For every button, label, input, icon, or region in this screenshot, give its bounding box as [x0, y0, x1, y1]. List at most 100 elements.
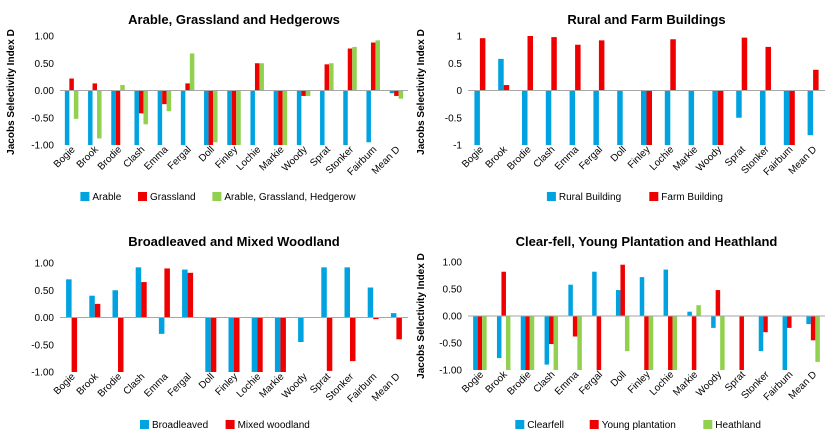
bar-mixed-woodland-lochie [257, 317, 263, 372]
bar-arable-grassland-hedgerow-brodie [120, 85, 125, 91]
bar-rural-building-fairbum [783, 90, 790, 145]
bar-arable-bogie [64, 90, 70, 145]
chart-panel-3: Broadleaved and Mixed Woodland 1.00 0.50 0.… [31, 234, 408, 431]
chart-panel-2: Rural and Farm Buildings Jacobs Selectivi… [416, 12, 825, 203]
bar-young-plantation-lochie [668, 316, 673, 370]
bar-clearfell-bogie [473, 316, 478, 370]
bar-arable-clash [134, 90, 139, 145]
bar-clearfell-emma [568, 284, 573, 316]
bar-rural-building-clash [545, 90, 552, 145]
x-tick-label: Emma [142, 371, 171, 400]
x-tick-label: Doll [609, 369, 629, 389]
bar-young-plantation-stonker [763, 316, 768, 333]
bar-rural-building-woody [712, 90, 718, 145]
bar-broadleaved-markie [274, 317, 281, 372]
bar-arable-grassland-hedgerow-finley [236, 90, 241, 145]
x-tick-label: Lochie [648, 369, 677, 398]
bar-arable-grassland-hedgerow-fairbum [375, 40, 380, 91]
bar-broadleaved-brook [89, 295, 95, 318]
bar-farm-building-mean-d [813, 69, 819, 91]
x-tick-label: Woody [280, 371, 310, 401]
x-tick-label: Brodie [505, 369, 534, 398]
y-tick-label: 0.00 [35, 313, 55, 324]
bar-heathland-emma [577, 316, 582, 370]
x-tick-label: Woody [694, 369, 724, 399]
bar-young-plantation-sprat [739, 316, 744, 370]
bar-clearfell-fergal [592, 271, 597, 316]
bar-broadleaved-finley [228, 317, 234, 372]
x-tick-label: Bogie [460, 144, 486, 170]
y-tick-label: 0.00 [35, 86, 55, 97]
bar-arable-woody [296, 90, 302, 145]
bar-arable-grassland-hedgerow-brook [97, 90, 102, 139]
x-tick-label: Doll [609, 144, 629, 164]
bar-young-plantation-fergal [596, 316, 602, 370]
bar-mixed-woodland-markie [280, 317, 286, 372]
bar-heathland-clash [553, 316, 559, 370]
chart-title: Clear-fell, Young Plantation and Heathla… [516, 234, 778, 249]
legend-label-rural-building: Rural Building [559, 192, 621, 203]
y-tick-label: 0.50 [35, 59, 55, 70]
bar-arable-grassland-hedgerow-sprat [329, 63, 334, 91]
bar-broadleaved-bogie [66, 279, 72, 318]
bar-heathland-doll [624, 316, 630, 352]
bar-rural-building-finley [641, 90, 647, 145]
bar-broadleaved-clash [135, 267, 142, 318]
legend-label-clearfell: Clearfell [527, 420, 564, 431]
y-axis-label: Jacobs Selectivity Index D [416, 29, 427, 155]
bar-heathland-bogie [482, 316, 487, 370]
y-tick-label: 1.00 [443, 258, 463, 269]
bar-rural-building-sprat [736, 90, 742, 118]
y-tick-label: 1.00 [35, 259, 55, 270]
bar-arable-grassland-hedgerow-doll [213, 90, 218, 143]
bar-mixed-woodland-doll [210, 317, 217, 372]
legend-swatch-rural-building [546, 192, 556, 201]
legend-swatch-arable [80, 192, 90, 201]
bar-young-plantation-woody [715, 290, 721, 316]
bar-grassland-fairbum [370, 42, 376, 91]
bar-grassland-woody [301, 90, 306, 96]
bar-farm-building-lochie [670, 39, 676, 91]
x-tick-label: Fergal [577, 369, 605, 397]
bar-heathland-finley [648, 316, 654, 370]
x-tick-label: Emma [553, 144, 582, 173]
bar-broadleaved-fairbum [367, 287, 374, 318]
bar-young-plantation-bogie [477, 316, 483, 370]
bar-grassland-clash [138, 90, 144, 114]
bar-young-plantation-clash [549, 316, 554, 345]
chart-panel-1: Arable, Grassland and Hedgerows Jacobs Se… [6, 12, 408, 203]
bar-mixed-woodland-brodie [118, 317, 124, 372]
bar-young-plantation-mean-d [810, 316, 816, 341]
bar-clearfell-clash [544, 316, 550, 365]
y-tick-label: -1.00 [31, 141, 54, 152]
bar-rural-building-doll [617, 90, 623, 145]
y-tick-label: 0 [456, 86, 462, 97]
bar-grassland-brodie [115, 90, 121, 145]
bar-broadleaved-fergal [182, 269, 188, 318]
bar-mixed-woodland-sprat [326, 317, 333, 371]
y-tick-label: 0.50 [443, 285, 463, 296]
bar-arable-stonker [343, 90, 348, 145]
bar-rural-building-stonker [760, 90, 766, 145]
y-tick-label: -0.50 [439, 339, 462, 350]
y-tick-label: 0.00 [443, 312, 463, 323]
bar-rural-building-emma [569, 90, 576, 145]
bar-clearfell-stonker [758, 316, 764, 352]
bar-grassland-mean-d [394, 90, 399, 96]
bar-rural-building-bogie [474, 90, 480, 145]
x-tick-label: Bogie [460, 369, 486, 395]
x-tick-label: Woody [280, 144, 310, 174]
bar-heathland-markie [696, 305, 701, 316]
x-tick-label: Doll [197, 144, 217, 164]
legend-label-arable-grassland-hedgerow: Arable, Grassland, Hedgerow [224, 192, 356, 203]
x-tick-label: Bogie [52, 371, 78, 397]
bar-arable-emma [157, 90, 163, 145]
legend-swatch-farm-building [649, 192, 659, 201]
bar-mixed-woodland-finley [234, 317, 240, 372]
x-tick-label: Bogie [52, 144, 78, 170]
x-tick-label: Emma [142, 144, 171, 173]
y-tick-label: -0.50 [31, 340, 54, 351]
legend-swatch-clearfell [515, 420, 525, 429]
bar-young-plantation-brodie [525, 316, 530, 370]
bar-farm-building-finley [646, 90, 652, 145]
